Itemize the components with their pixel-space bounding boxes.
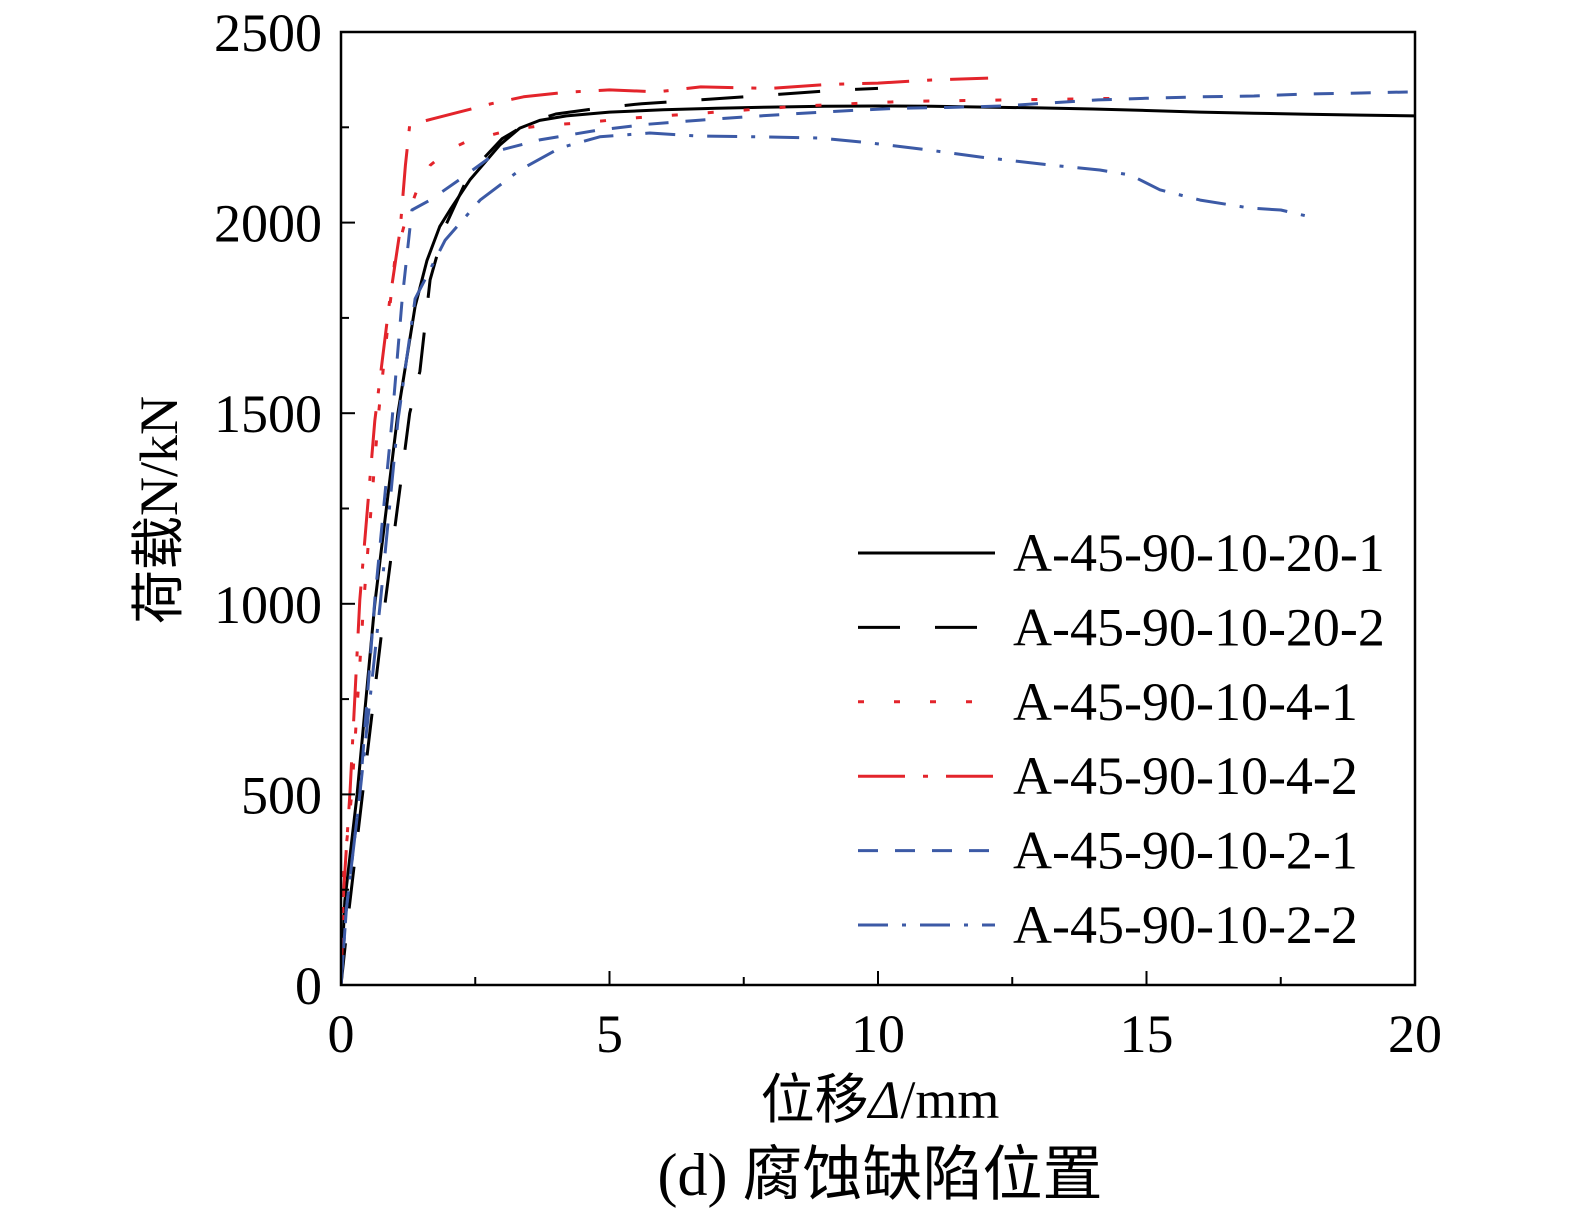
x-tick-label: 20	[1388, 1004, 1442, 1064]
axis-tick-labels: 0 5 10 15 20 0 500 1000 1500 2000 2500	[214, 3, 1442, 1064]
legend-entry: A-45-90-10-2-1	[858, 821, 1358, 881]
legend-entry: A-45-90-10-2-2	[858, 895, 1358, 955]
legend-label: A-45-90-10-4-2	[1013, 746, 1358, 806]
legend-label: A-45-90-10-20-2	[1013, 597, 1385, 657]
y-tick-label: 2000	[214, 194, 322, 254]
y-tick-label: 1000	[214, 575, 322, 635]
x-axis-label-text: 位移	[761, 1070, 869, 1130]
y-tick-label: 500	[241, 765, 322, 825]
y-tick-label: 1500	[214, 384, 322, 444]
legend-entry: A-45-90-10-4-1	[858, 672, 1358, 732]
x-tick-label: 10	[851, 1004, 905, 1064]
y-axis-label: 荷载N/kN	[129, 396, 189, 624]
figure-caption: (d) 腐蚀缺陷位置	[658, 1142, 1103, 1208]
plot-series	[341, 76, 1415, 985]
series-line-a-45-90-10-20-2	[341, 86, 879, 985]
y-tick-label: 0	[295, 956, 322, 1016]
legend-label: A-45-90-10-4-1	[1013, 672, 1358, 732]
legend-label: A-45-90-10-2-2	[1013, 895, 1358, 955]
x-axis-label-symbol: Δ	[867, 1070, 901, 1130]
series-line-a-45-90-10-2-1	[341, 90, 1415, 985]
legend-entry: A-45-90-10-20-2	[858, 597, 1385, 657]
legend-entry: A-45-90-10-4-2	[858, 746, 1358, 806]
x-tick-label: 5	[596, 1004, 623, 1064]
series-line-a-45-90-10-2-2	[341, 131, 1316, 985]
x-axis-label: 位移Δ/mm	[761, 1070, 1000, 1130]
legend: A-45-90-10-20-1 A-45-90-10-20-2 A-45-90-10…	[858, 523, 1385, 955]
series-line-a-45-90-10-4-2	[341, 76, 989, 985]
x-tick-label: 15	[1120, 1004, 1174, 1064]
legend-entry: A-45-90-10-20-1	[858, 523, 1385, 583]
x-axis-label-text: /mm	[900, 1070, 999, 1130]
x-tick-label: 0	[328, 1004, 355, 1064]
legend-label: A-45-90-10-20-1	[1013, 523, 1385, 583]
y-tick-label: 2500	[214, 3, 322, 63]
legend-label: A-45-90-10-2-1	[1013, 821, 1358, 881]
plot-area-frame	[339, 30, 1417, 987]
axis-ticks	[340, 31, 1416, 986]
